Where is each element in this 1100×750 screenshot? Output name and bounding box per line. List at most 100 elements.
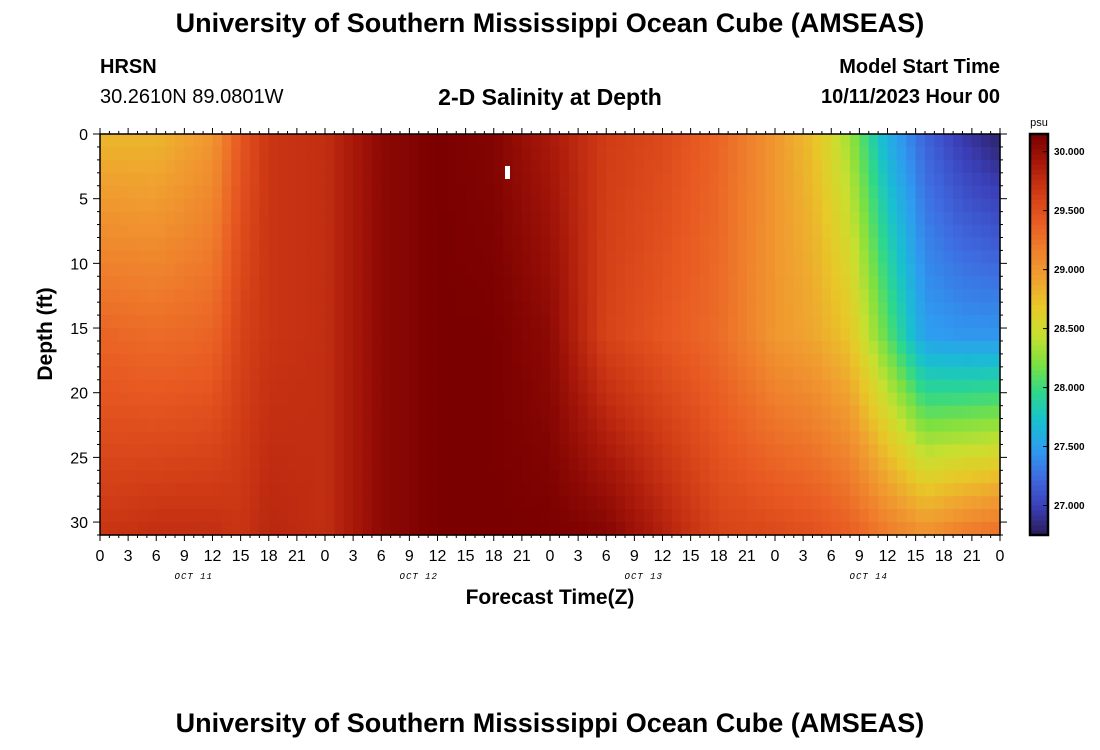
heatmap-cell bbox=[521, 392, 532, 407]
heatmap-cell bbox=[446, 496, 457, 510]
heatmap-cell bbox=[953, 444, 964, 458]
heatmap-cell bbox=[306, 289, 317, 303]
heatmap-cell bbox=[306, 392, 317, 407]
heatmap-cell bbox=[221, 496, 232, 510]
heatmap-cell bbox=[428, 496, 439, 510]
heatmap-cell bbox=[606, 457, 617, 471]
heatmap-cell bbox=[709, 366, 720, 381]
heatmap-cell bbox=[362, 431, 373, 446]
heatmap-cell bbox=[925, 340, 935, 355]
heatmap-cell bbox=[531, 483, 542, 497]
heatmap-cell bbox=[887, 379, 898, 394]
heatmap-cell bbox=[212, 366, 223, 381]
heatmap-cell bbox=[531, 509, 542, 523]
heatmap-cell bbox=[906, 328, 917, 342]
heatmap-cell bbox=[353, 366, 364, 381]
heatmap-cell bbox=[850, 224, 860, 239]
heatmap-cell bbox=[390, 483, 401, 497]
heatmap-cell bbox=[906, 457, 917, 471]
heatmap-cell bbox=[878, 444, 889, 458]
heatmap-cell bbox=[756, 185, 767, 200]
heatmap-cell bbox=[793, 444, 804, 458]
heatmap-cell bbox=[831, 366, 842, 381]
heatmap-cell bbox=[587, 405, 598, 420]
heatmap-cell bbox=[100, 379, 110, 394]
heatmap-cell bbox=[821, 315, 832, 329]
heatmap-cell bbox=[643, 250, 654, 264]
heatmap-cell bbox=[428, 198, 439, 213]
heatmap-cell bbox=[690, 146, 701, 161]
heatmap-cell bbox=[240, 444, 251, 458]
heatmap-cell bbox=[671, 302, 682, 316]
heatmap-cell bbox=[812, 418, 823, 433]
heatmap-cell bbox=[559, 444, 570, 458]
heatmap-cell bbox=[493, 172, 504, 187]
heatmap-cell bbox=[156, 146, 167, 161]
heatmap-cell bbox=[437, 457, 448, 471]
heatmap-cell bbox=[165, 509, 176, 523]
heatmap-cell bbox=[418, 159, 429, 174]
heatmap-cell bbox=[343, 276, 354, 290]
heatmap-cell bbox=[587, 431, 598, 446]
heatmap-cell bbox=[990, 159, 1001, 174]
heatmap-cell bbox=[503, 379, 514, 394]
heatmap-cell bbox=[868, 431, 879, 446]
heatmap-cell bbox=[700, 353, 710, 368]
heatmap-cell bbox=[493, 185, 504, 200]
heatmap-cell bbox=[718, 185, 729, 200]
heatmap-cell bbox=[146, 302, 157, 316]
heatmap-cell bbox=[550, 211, 560, 226]
heatmap-cell bbox=[390, 392, 401, 407]
x-tick-label: 18 bbox=[935, 548, 953, 565]
heatmap-cell bbox=[578, 366, 589, 381]
heatmap-cell bbox=[812, 289, 823, 303]
heatmap-cell bbox=[868, 276, 879, 290]
heatmap-cell bbox=[850, 483, 860, 497]
heatmap-cell bbox=[896, 159, 907, 174]
heatmap-cell bbox=[390, 457, 401, 471]
heatmap-cell bbox=[568, 159, 579, 174]
heatmap-cell bbox=[887, 483, 898, 497]
heatmap-cell bbox=[596, 289, 607, 303]
heatmap-cell bbox=[765, 263, 776, 277]
heatmap-cell bbox=[728, 328, 739, 342]
heatmap-cell bbox=[887, 198, 898, 213]
heatmap-cell bbox=[953, 340, 964, 355]
heatmap-cell bbox=[137, 509, 148, 523]
heatmap-cell bbox=[428, 418, 439, 433]
heatmap-cell bbox=[484, 159, 495, 174]
heatmap-cell bbox=[559, 302, 570, 316]
heatmap-cell bbox=[568, 366, 579, 381]
heatmap-cell bbox=[287, 496, 298, 510]
heatmap-cell bbox=[971, 444, 982, 458]
heatmap-cell bbox=[465, 340, 476, 355]
heatmap-cell bbox=[728, 263, 739, 277]
heatmap-cell bbox=[981, 483, 992, 497]
heatmap-cell bbox=[540, 134, 551, 148]
heatmap-cell bbox=[596, 496, 607, 510]
heatmap-cell bbox=[334, 211, 345, 226]
heatmap-cell bbox=[934, 522, 945, 536]
heatmap-cell bbox=[625, 444, 635, 458]
heatmap-cell bbox=[381, 302, 392, 316]
heatmap-cell bbox=[868, 496, 879, 510]
heatmap-cell bbox=[662, 224, 673, 239]
heatmap-cell bbox=[531, 302, 542, 316]
heatmap-cell bbox=[615, 185, 626, 200]
page-title: University of Southern Mississippi Ocean… bbox=[175, 8, 925, 38]
heatmap-cell bbox=[503, 496, 514, 510]
heatmap-cell bbox=[728, 134, 739, 148]
heatmap-cell bbox=[643, 237, 654, 252]
heatmap-cell bbox=[118, 392, 129, 407]
heatmap-cell bbox=[128, 379, 139, 394]
heatmap-cell bbox=[259, 302, 270, 316]
heatmap-cell bbox=[962, 237, 973, 252]
heatmap-cell bbox=[128, 522, 139, 536]
heatmap-cell bbox=[353, 134, 364, 148]
heatmap-cell bbox=[128, 276, 139, 290]
heatmap-cell bbox=[737, 353, 748, 368]
heatmap-cell bbox=[981, 379, 992, 394]
heatmap-cell bbox=[493, 263, 504, 277]
heatmap-cell bbox=[709, 405, 720, 420]
